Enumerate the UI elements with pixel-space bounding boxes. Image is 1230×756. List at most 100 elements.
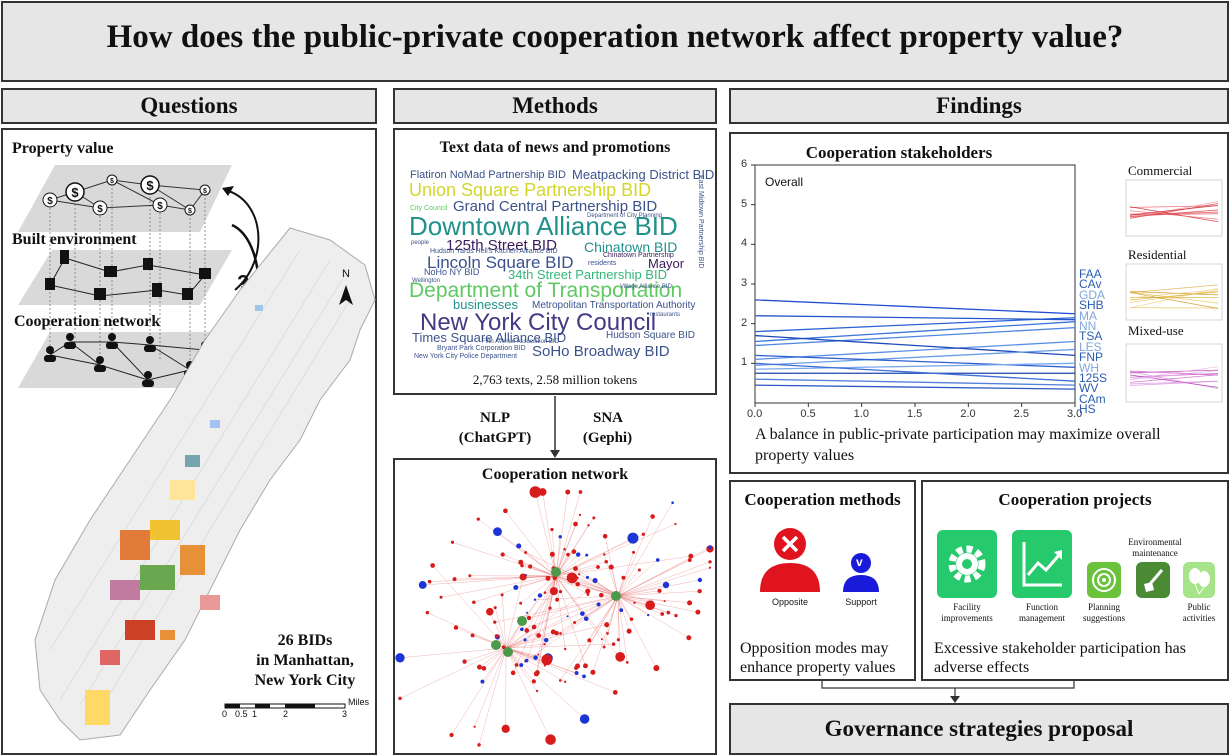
network-node — [476, 664, 482, 670]
word-13: New York City Council — [420, 309, 657, 336]
svg-text:$: $ — [97, 204, 103, 215]
word-15: Hudson Square BID — [606, 330, 695, 341]
network-node — [653, 665, 660, 672]
network-node — [571, 549, 577, 554]
network-node — [516, 543, 522, 549]
commercial-label: Commercial — [1128, 163, 1193, 178]
network-node — [510, 670, 516, 676]
network-node — [575, 552, 581, 557]
network-node — [468, 574, 472, 578]
x-tick-label: 1.5 — [907, 408, 923, 420]
mini-series-line — [1129, 210, 1219, 220]
stakeholder-code-gda: GDA — [1079, 287, 1106, 302]
word-0: Flatiron NoMad Partnership BID — [410, 169, 566, 181]
layer-cooperation-network-label: Cooperation network — [14, 313, 161, 330]
network-node — [602, 533, 608, 539]
series-line-faa — [754, 299, 1076, 315]
network-node — [503, 508, 508, 514]
stakeholder-code-fnp: FNP — [1079, 350, 1103, 365]
series-line-hs — [754, 384, 1076, 390]
built-plate — [18, 250, 232, 305]
network-node — [531, 624, 537, 630]
network-node — [430, 563, 435, 568]
network-node — [592, 516, 596, 520]
word-8: Mayor — [648, 256, 685, 271]
network-node — [566, 615, 569, 618]
network-node — [565, 489, 571, 495]
network-node — [708, 566, 712, 569]
stakeholder-code-cam: CAm — [1079, 391, 1106, 406]
network-node — [533, 598, 537, 601]
y-tick-label: 3 — [741, 277, 748, 289]
network-node — [619, 608, 624, 613]
network-node — [501, 724, 510, 733]
network-node — [494, 634, 499, 639]
layer-built-environment-label: Built environment — [12, 231, 137, 248]
series-line-les — [754, 348, 1076, 366]
coop-methods-title: Cooperation methods — [744, 490, 901, 509]
network-node — [608, 564, 614, 570]
network-node — [629, 617, 634, 621]
network-panel — [393, 458, 717, 755]
y-tick-label: 6 — [741, 158, 748, 170]
methods-finding-line1: Opposition modes may — [740, 640, 889, 657]
manhattan-map — [34, 227, 376, 741]
mini-series-line — [1129, 369, 1219, 374]
network-node — [537, 593, 543, 598]
series-line-cav — [754, 317, 1076, 333]
network-node — [536, 633, 542, 638]
network-node — [655, 558, 660, 562]
network-node — [493, 606, 497, 610]
bid-areas — [85, 305, 263, 725]
network-node — [574, 666, 579, 670]
network-node — [449, 732, 454, 738]
svg-text:$: $ — [157, 201, 163, 212]
scale-tick-0-5: 0.5 — [235, 709, 248, 719]
network-node — [611, 642, 616, 646]
network-node — [583, 663, 588, 669]
network-node — [604, 622, 610, 628]
opposite-person-icon — [760, 528, 820, 592]
network-node — [632, 550, 636, 554]
network-node — [555, 597, 560, 602]
function-label-line1: Function — [1025, 602, 1058, 612]
x-tick-label: 2.0 — [960, 408, 976, 420]
network-node — [500, 552, 505, 557]
network-node — [606, 632, 609, 635]
network-node — [687, 600, 693, 606]
network-node — [616, 638, 620, 642]
coop-methods-panel — [729, 480, 916, 681]
network-node — [604, 559, 608, 564]
series-line-nn — [754, 340, 1076, 361]
network-node — [573, 566, 578, 571]
network-node — [526, 615, 532, 621]
svg-text:$: $ — [110, 178, 114, 185]
network-node — [564, 680, 567, 683]
network-node — [550, 527, 554, 532]
network-node — [462, 659, 467, 664]
plot-frame — [754, 164, 1076, 404]
overall-chart — [751, 164, 1076, 407]
scale-bar — [224, 703, 346, 709]
network-node — [566, 552, 570, 557]
word-29: Fifth Avenue Association BID — [482, 339, 559, 345]
growth-chart-icon — [1022, 542, 1062, 587]
network-node — [545, 734, 556, 745]
mini-series-line — [1129, 370, 1219, 376]
stakeholder-code-les: LES — [1079, 339, 1102, 354]
network-node — [587, 638, 592, 643]
target-icon — [1092, 568, 1116, 592]
network-node — [578, 513, 582, 516]
word-21: City Council — [410, 205, 448, 212]
network-node — [534, 670, 540, 676]
scale-tick-3: 3 — [342, 709, 348, 719]
network-node — [486, 607, 494, 616]
network-node — [529, 486, 542, 498]
network-node — [558, 535, 562, 539]
text-data-title: Text data of news and promotions — [439, 139, 671, 156]
network-node — [587, 524, 590, 527]
methods-header: Methods — [393, 88, 717, 124]
network-node — [514, 663, 519, 667]
network-node — [427, 579, 432, 584]
